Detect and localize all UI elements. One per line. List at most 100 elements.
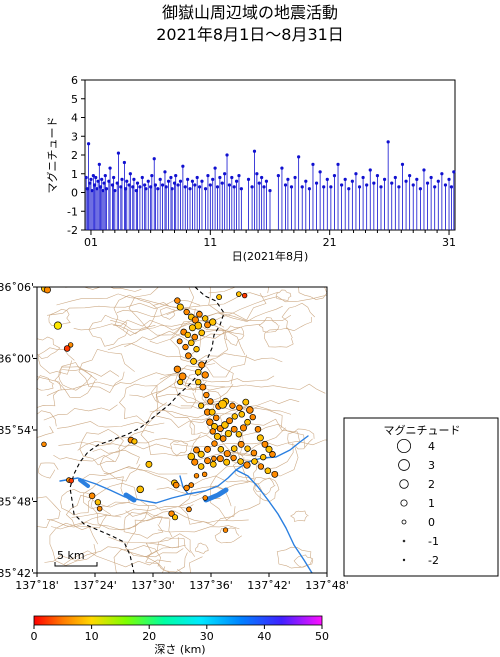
epicenter-circle [136,485,144,494]
epicenter-circle [187,452,196,461]
contour-line [57,421,165,429]
legend-label: -1 [428,535,439,548]
epicenter-circle [196,310,203,318]
epicenter-circle [199,383,207,391]
magnitude-point [429,175,433,180]
epicenter-circle [265,445,273,453]
contour-line [37,376,62,408]
magnitude-point [357,185,362,189]
contour-line [214,527,242,544]
magnitude-point [297,155,301,159]
magnitude-point [418,187,422,191]
magnitude-point [440,172,444,176]
epicenter-circle [193,446,200,454]
magnitude-point [283,183,288,187]
magnitude-point [415,177,419,181]
colorbar-ticks: 0 10 20 30 40 50 [31,625,329,643]
contour-line [124,324,261,348]
magnitude-point [188,187,192,191]
epicenter-circle [250,449,258,457]
depth-colorbar: 0 10 20 30 40 50 深さ (km) [31,615,329,656]
magnitude-point [164,185,168,189]
epicenter-circle [183,308,190,316]
lat-tick-label: 36˚00' [0,353,34,366]
x-tick-label: 11 [203,236,217,249]
epicenter-circle [94,499,102,506]
lon-tick-label: 137˚36' [189,579,233,592]
epicenter-circle [96,505,103,512]
contour-line [60,488,95,516]
contour-line [118,383,167,425]
magnitude-point [193,183,197,187]
contour-line [78,348,135,393]
epicenter-circle [207,398,214,405]
magnitude-point [252,149,257,153]
contour-line [65,287,142,292]
lon-tick-label: 137˚18' [15,579,59,592]
legend-label: 0 [428,516,435,529]
longitude-ticks: 137˚18' 137˚24' 137˚30' 137˚36' 137˚42' 137˚4… [15,573,349,592]
contour-line [116,307,201,317]
epicenter-circle [198,402,205,409]
magnitude-point [225,153,229,157]
magnitude-point [176,183,180,187]
contour-line [145,537,191,573]
magnitude-point [146,179,150,183]
contour-line [113,294,158,336]
lat-tick-label: 35˚42' [0,567,34,580]
contour-line [190,305,283,322]
contour-line [48,308,71,326]
epicenter-circle [53,321,62,330]
epicenter-circle [264,467,272,475]
contour-line [43,404,118,421]
magnitude-point [343,177,347,181]
epicenter-circle [216,294,223,300]
epicenter-circle [67,342,74,348]
contour-line [125,510,249,523]
magnitude-point [382,177,387,181]
y-tick-label: 5 [71,93,78,106]
epicenter-circle [236,404,243,412]
colorbar-gradient [33,615,323,626]
contour-line [110,319,244,335]
magnitude-point [257,181,261,185]
contour-line [208,287,270,321]
magnitude-point [84,175,88,180]
colorbar-tick-label: 20 [142,630,156,643]
y-tick-label: 1 [71,168,78,181]
epicenter-circle [238,410,246,418]
chart-title-line1: 御嶽山周辺域の地震活動 [161,3,338,22]
colorbar-tick-label: 40 [257,630,271,643]
epicenter-circle [254,426,262,433]
epicenter-circle [204,457,211,465]
contour-line [140,408,201,457]
rivers-and-lakes [59,435,313,573]
epicenter-circle [201,371,209,379]
contour-line [287,428,315,450]
magnitude-point [113,189,117,193]
magnitude-point [436,179,440,183]
epicenter-circle [256,434,264,442]
magnitude-point [112,175,116,180]
magnitude-point [365,183,369,187]
contour-line [92,434,213,454]
epicenter-circle [239,424,247,432]
magnitude-point [91,174,95,178]
epicenter-circle [251,458,258,465]
epicenter-circle [176,303,184,311]
epicenter-circle [211,440,218,447]
contour-line [83,476,130,510]
contour-line [145,533,203,573]
epicenter-circle [271,470,279,478]
contour-line [195,542,209,554]
magnitude-point [300,185,304,189]
colorbar-tick-label: 10 [85,630,99,643]
epicenter-circle [63,345,71,352]
magnitude-point [340,183,344,187]
epicenter-circle [185,352,192,359]
epicenter-circle [206,418,214,426]
epicenter-circle [188,339,195,347]
contour-line [38,347,75,375]
magnitude-point [156,187,160,191]
magnitude-point [174,174,178,178]
